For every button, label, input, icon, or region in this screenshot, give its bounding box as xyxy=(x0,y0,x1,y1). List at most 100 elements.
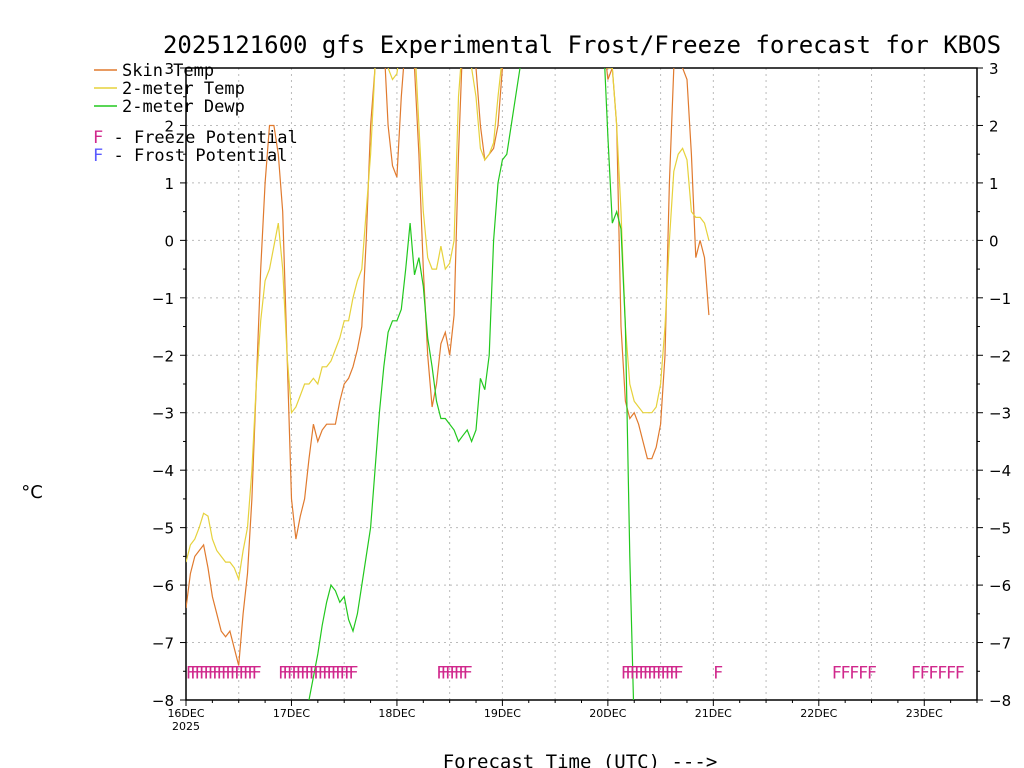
y-tick-label: −2 xyxy=(989,347,1011,365)
x-tick-label: 23DEC xyxy=(906,707,943,720)
potential-legend-entry: F - Frost Potential xyxy=(93,146,287,166)
y-tick-label: −4 xyxy=(152,462,174,480)
potential-text: - Frost Potential xyxy=(103,146,287,166)
freeze-marker: F xyxy=(450,663,460,683)
freeze-marker: F xyxy=(248,663,258,683)
y-tick-label: −1 xyxy=(152,290,174,308)
freeze-marker: F xyxy=(252,663,262,683)
freeze-marker: F xyxy=(458,663,468,683)
freeze-marker: F xyxy=(850,663,860,683)
freeze-marker: F xyxy=(929,663,939,683)
y-tick-label: 1 xyxy=(989,175,999,193)
freeze-marker: F xyxy=(195,663,205,683)
freeze-marker: F xyxy=(946,663,956,683)
x-tick-label: 17DEC xyxy=(273,707,310,720)
x-tick-label: 16DEC xyxy=(167,707,204,720)
freeze-marker: F xyxy=(186,663,196,683)
freeze-marker: F xyxy=(634,663,644,683)
freeze-marker: F xyxy=(230,663,240,683)
x-tick-label: 18DEC xyxy=(378,707,415,720)
y-tick-label: −7 xyxy=(152,635,174,653)
y-tick-label: 0 xyxy=(164,232,174,250)
y-tick-label: −2 xyxy=(152,347,174,365)
y-axis-label: °C xyxy=(21,482,43,503)
freeze-marker: F xyxy=(630,663,640,683)
freeze-marker: F xyxy=(445,663,455,683)
y-tick-label: −5 xyxy=(989,520,1011,538)
y-tick-label: −4 xyxy=(989,462,1011,480)
freeze-marker: F xyxy=(713,663,723,683)
freeze-marker: F xyxy=(226,663,236,683)
freeze-marker: F xyxy=(322,663,332,683)
freeze-marker: F xyxy=(291,663,301,683)
x-tick-label: 22DEC xyxy=(800,707,837,720)
y-tick-label: −6 xyxy=(989,577,1011,595)
freeze-marker: F xyxy=(190,663,200,683)
freeze-marker: F xyxy=(643,663,653,683)
freeze-marker: F xyxy=(625,663,635,683)
x-tick-label: 20DEC xyxy=(589,707,626,720)
freeze-marker: F xyxy=(652,663,662,683)
legend-label: 2-meter Temp xyxy=(122,79,245,99)
freeze-marker: F xyxy=(911,663,921,683)
freeze-marker: F xyxy=(441,663,451,683)
freeze-marker: F xyxy=(621,663,631,683)
y-tick-label: 3 xyxy=(989,60,999,78)
freeze-marker: F xyxy=(344,663,354,683)
freeze-marker: F xyxy=(436,663,446,683)
series-lines xyxy=(186,68,710,700)
freeze-marker: F xyxy=(305,663,315,683)
freeze-marker: F xyxy=(217,663,227,683)
freeze-marker: F xyxy=(639,663,649,683)
series-line-2-meter-temp xyxy=(607,68,710,414)
x-tick-label: 21DEC xyxy=(695,707,732,720)
y-tick-label: −8 xyxy=(152,692,174,710)
x-tick-label: 19DEC xyxy=(484,707,521,720)
x-axis-label: Forecast Time (UTC) ---> xyxy=(443,751,718,768)
series-line-2-meter-temp xyxy=(186,68,502,582)
freeze-marker: F xyxy=(463,663,473,683)
y-tick-label: −1 xyxy=(989,290,1011,308)
freeze-marker: F xyxy=(199,663,209,683)
potential-legend-entry: F - Freeze Potential xyxy=(93,128,298,148)
freeze-marker: F xyxy=(313,663,323,683)
y-tick-label: 3 xyxy=(164,60,174,78)
freeze-marker: F xyxy=(669,663,679,683)
series-line-skin-temp xyxy=(606,68,710,460)
freeze-marker: F xyxy=(278,663,288,683)
freeze-marker: F xyxy=(300,663,310,683)
freeze-marker: F xyxy=(296,663,306,683)
freeze-marker: F xyxy=(234,663,244,683)
freeze-marker: F xyxy=(661,663,671,683)
freeze-marker: F xyxy=(243,663,253,683)
y-tick-label: −7 xyxy=(989,635,1011,653)
freeze-marker: F xyxy=(349,663,359,683)
freeze-marker: F xyxy=(212,663,222,683)
freeze-marker: F xyxy=(841,663,851,683)
freeze-marker: F xyxy=(331,663,341,683)
potential-letter: F xyxy=(93,128,103,148)
freeze-marker: F xyxy=(647,663,657,683)
legend-label: Skin Temp xyxy=(122,61,214,81)
freeze-marker: F xyxy=(327,663,337,683)
freeze-marker: F xyxy=(832,663,842,683)
freeze-marker: F xyxy=(318,663,328,683)
potential-letter: F xyxy=(93,146,103,166)
series-line-skin-temp xyxy=(186,68,504,666)
y-tick-label: 1 xyxy=(164,175,174,193)
potential-text: - Freeze Potential xyxy=(103,128,297,148)
y-tick-label: 0 xyxy=(989,232,999,250)
freeze-marker: F xyxy=(858,663,868,683)
freeze-marker: F xyxy=(208,663,218,683)
freeze-marker: F xyxy=(239,663,249,683)
freeze-marker: F xyxy=(287,663,297,683)
freeze-marker: F xyxy=(283,663,293,683)
y-axis: −8 −8 −7 −7 −6 −6 −5 −5 −4 −4 −3 −3 −2 −2 −1 −1 0 0 1 1 2 2 3 3 xyxy=(152,60,1011,710)
y-tick-label: −8 xyxy=(989,692,1011,710)
freeze-marker: F xyxy=(937,663,947,683)
freeze-marker: F xyxy=(867,663,877,683)
y-tick-label: −3 xyxy=(989,405,1011,423)
chart-title: 2025121600 gfs Experimental Frost/Freeze… xyxy=(163,31,1001,59)
